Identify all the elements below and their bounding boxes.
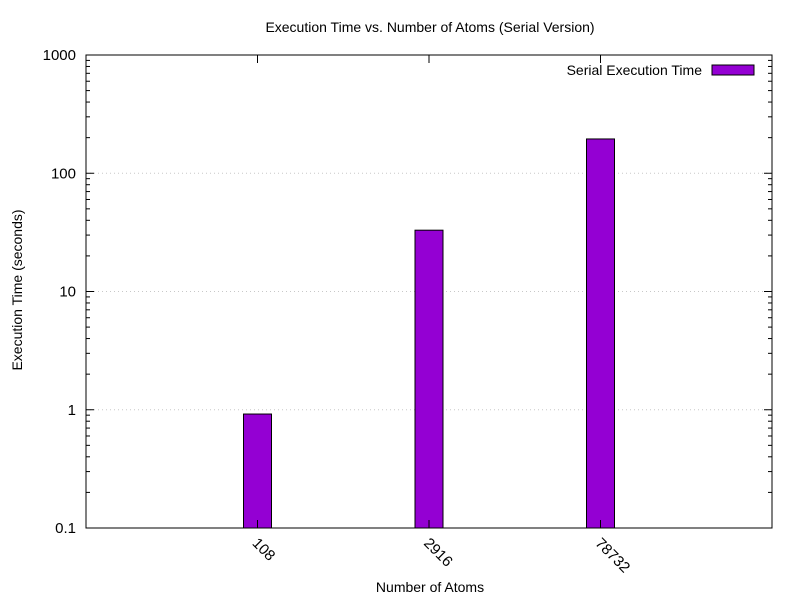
bar (414, 229, 444, 529)
y-tick-label: 10 (59, 284, 76, 301)
chart-title: Execution Time vs. Number of Atoms (Seri… (265, 19, 594, 35)
x-axis-title: Number of Atoms (376, 579, 484, 595)
y-tick-label: 100 (51, 165, 76, 182)
bar (243, 413, 272, 529)
x-tick-label: 108 (249, 535, 279, 565)
y-tick-label: 1000 (43, 47, 76, 64)
x-tick-label: 78732 (592, 535, 634, 577)
legend: Serial Execution Time (567, 62, 755, 78)
legend-swatch (711, 64, 755, 76)
y-tick-label: 1 (68, 402, 76, 419)
legend-label: Serial Execution Time (567, 62, 703, 78)
x-tick-label: 2916 (420, 535, 456, 571)
bar (586, 138, 615, 529)
y-tick-label: 0.1 (55, 520, 76, 537)
y-axis-title: Execution Time (seconds) (9, 209, 25, 370)
